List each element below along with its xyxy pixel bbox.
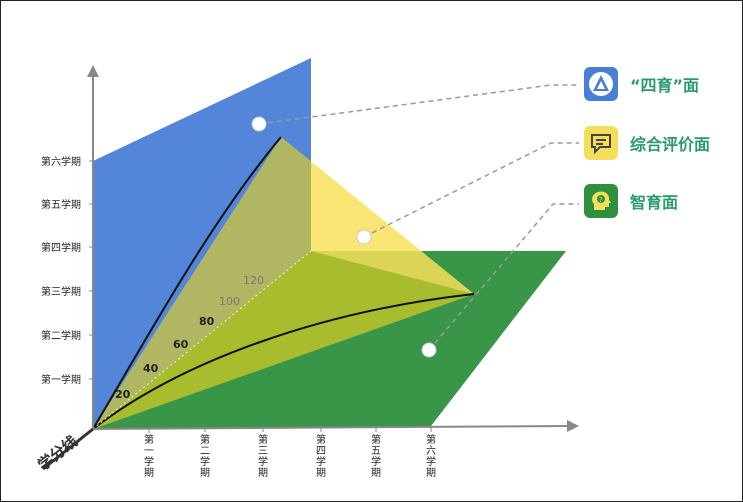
callout-dot-blue	[251, 116, 267, 132]
credit-guide-line	[92, 250, 312, 430]
y-tick-marks	[89, 160, 93, 380]
lower-curve	[92, 293, 475, 430]
leader-line-yellow	[363, 142, 579, 238]
y-tick-3: 第三学期	[41, 285, 81, 298]
y-tick-2: 第二学期	[41, 329, 81, 342]
x-axis-line	[92, 425, 570, 430]
legend-item-intellectual: ? 智育面	[584, 184, 678, 218]
x-tick-1: 第一学期	[144, 433, 154, 479]
leader-line-green	[428, 203, 579, 351]
y-tick-1: 第一学期	[41, 373, 81, 386]
callout-dot-green	[421, 342, 437, 358]
legend-label-comprehensive: 综合评价面	[630, 135, 711, 154]
chat-bubble-icon	[584, 126, 618, 160]
triangle-logo-icon	[584, 67, 618, 101]
legend-item-comprehensive: 综合评价面	[584, 126, 710, 160]
legend-label-intellectual: 智育面	[630, 193, 679, 212]
x-tick-5: 第五学期	[371, 433, 381, 479]
credit-tick-40: 40	[143, 362, 159, 375]
callout-dot-yellow	[356, 229, 372, 245]
legend-label-four-education: “四育”面	[630, 76, 700, 95]
legend-item-four-education: “四育”面	[584, 67, 699, 101]
credit-axis-line	[42, 427, 94, 471]
x-tick-3: 第三学期	[258, 433, 268, 479]
overlap-yellow-blue	[93, 137, 311, 429]
credit-tick-100: 100	[219, 295, 240, 308]
svg-text:?: ?	[599, 196, 603, 204]
x-tick-2: 第二学期	[200, 433, 210, 479]
credit-tick-20: 20	[115, 388, 131, 401]
head-idea-icon: ?	[584, 184, 618, 218]
credit-axis-label: 学分线	[34, 432, 81, 474]
y-axis-arrow	[87, 65, 99, 77]
x-tick-4: 第四学期	[316, 433, 326, 479]
upper-curve	[92, 136, 282, 430]
x-tick-6: 第六学期	[426, 433, 436, 479]
x-axis-arrow	[567, 420, 579, 432]
credit-tick-120: 120	[243, 274, 264, 287]
overlap-yellow-green	[93, 251, 474, 429]
y-tick-5: 第五学期	[41, 198, 81, 211]
y-tick-6: 第六学期	[41, 155, 81, 168]
y-tick-4: 第四学期	[41, 241, 81, 254]
credit-tick-60: 60	[173, 338, 189, 351]
x-tick-marks	[148, 427, 432, 433]
x-tick-labels: 第一学期 第二学期 第三学期 第四学期 第五学期 第六学期	[144, 433, 436, 479]
credit-tick-80: 80	[199, 315, 215, 328]
